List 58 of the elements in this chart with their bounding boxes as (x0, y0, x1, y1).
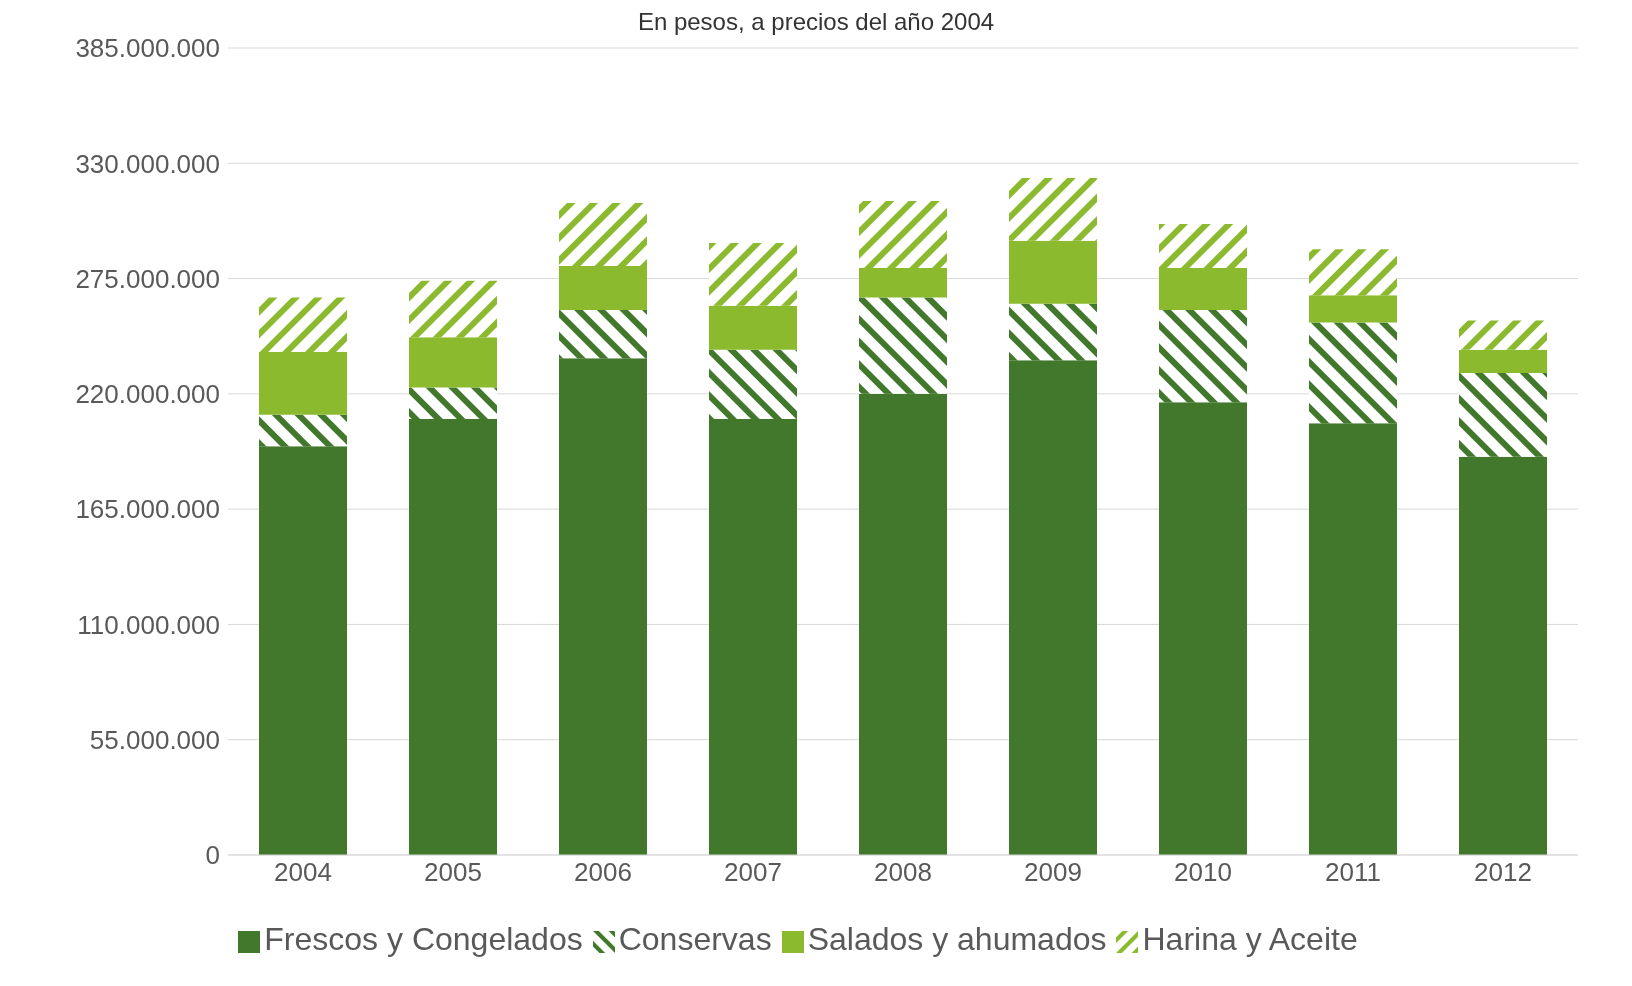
y-tick-label: 275.000.000 (75, 263, 220, 294)
bar (1159, 310, 1247, 403)
bar (1459, 349, 1547, 373)
bar (1009, 360, 1097, 855)
bar (259, 446, 347, 855)
chart-title: En pesos, a precios del año 2004 (637, 8, 995, 35)
y-tick-label: 220.000.000 (75, 379, 220, 410)
bar (1309, 249, 1397, 296)
x-tick-label: 2007 (724, 857, 782, 888)
x-tick-label: 2005 (424, 857, 482, 888)
legend-label: Harina y Aceite (1142, 921, 1358, 957)
bar (559, 358, 647, 855)
bar (1459, 456, 1547, 855)
legend-label: Conservas (618, 921, 772, 957)
legend-label: Salados y ahumados (807, 921, 1107, 957)
bar (1159, 224, 1247, 269)
bar (1459, 372, 1547, 457)
x-tick-label: 2012 (1474, 857, 1532, 888)
y-tick-label: 0 (205, 840, 220, 871)
bar (1009, 177, 1097, 241)
bar (709, 419, 797, 855)
bar (259, 297, 347, 352)
bar (259, 414, 347, 447)
x-tick-label: 2009 (1024, 857, 1082, 888)
bar (709, 349, 797, 420)
x-tick-label: 2008 (874, 857, 932, 888)
bar (409, 280, 497, 338)
bar (709, 305, 797, 350)
x-tick-label: 2004 (274, 857, 332, 888)
legend-label: Frescos y Congelados (264, 921, 583, 957)
bar (409, 337, 497, 388)
bar (709, 242, 797, 306)
bar (1159, 268, 1247, 311)
bar (859, 201, 947, 269)
y-tick-label: 55.000.000 (89, 724, 220, 755)
bar (409, 387, 497, 420)
bar (559, 203, 647, 266)
y-tick-label: 110.000.000 (77, 609, 220, 640)
x-tick-label: 2006 (574, 857, 632, 888)
y-tick-label: 385.000.000 (75, 33, 220, 64)
bar (259, 351, 347, 415)
y-tick-label: 165.000.000 (75, 494, 220, 525)
bar (1309, 322, 1397, 424)
bar (1009, 303, 1097, 361)
x-tick-label: 2010 (1174, 857, 1232, 888)
y-tick-label: 330.000.000 (75, 148, 220, 179)
bar (559, 310, 647, 359)
bar (859, 268, 947, 298)
bar (559, 265, 647, 311)
bar (1309, 295, 1397, 323)
bar (859, 297, 947, 394)
bar (1459, 320, 1547, 350)
x-tick-label: 2011 (1325, 857, 1381, 888)
bar (859, 393, 947, 855)
bar (409, 419, 497, 855)
bar (1009, 240, 1097, 304)
bar (1309, 423, 1397, 855)
bar (1159, 402, 1247, 855)
